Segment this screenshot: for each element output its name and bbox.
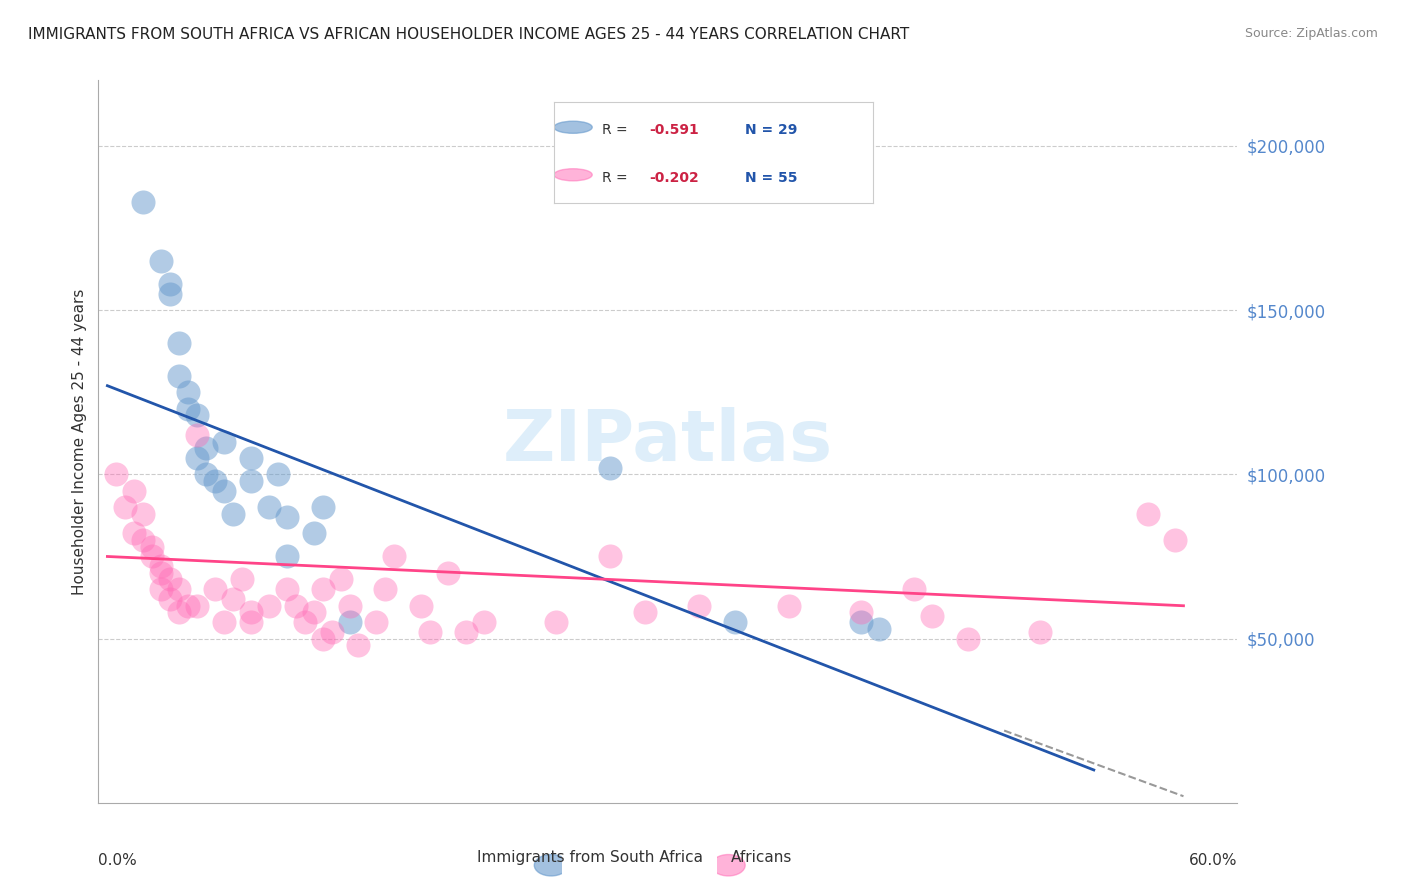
Point — [186, 599, 208, 613]
Point — [124, 483, 146, 498]
Point — [267, 467, 290, 482]
Point — [150, 566, 173, 580]
Point — [419, 625, 441, 640]
Point — [257, 500, 280, 515]
Point — [167, 605, 190, 619]
Point — [276, 549, 298, 564]
Point — [311, 632, 333, 646]
Point — [903, 582, 925, 597]
Point — [141, 540, 163, 554]
Point — [347, 638, 370, 652]
Point — [454, 625, 477, 640]
Point — [302, 605, 325, 619]
Point — [599, 460, 621, 475]
Point — [212, 483, 235, 498]
Point — [276, 582, 298, 597]
Text: Africans: Africans — [731, 850, 793, 865]
Point — [212, 434, 235, 449]
Point — [302, 526, 325, 541]
Point — [868, 622, 890, 636]
Point — [231, 573, 253, 587]
Point — [382, 549, 405, 564]
Point — [544, 615, 567, 630]
Point — [105, 467, 128, 482]
Point — [634, 605, 657, 619]
Point — [150, 582, 173, 597]
Point — [239, 605, 262, 619]
Point — [167, 582, 190, 597]
Point — [849, 615, 872, 630]
Point — [374, 582, 396, 597]
Point — [195, 441, 218, 455]
Point — [195, 467, 218, 482]
Point — [239, 450, 262, 465]
Point — [311, 500, 333, 515]
Point — [177, 599, 200, 613]
Point — [276, 510, 298, 524]
Point — [284, 599, 307, 613]
Point — [222, 507, 245, 521]
Point — [366, 615, 388, 630]
Point — [204, 474, 226, 488]
Point — [849, 605, 872, 619]
Point — [957, 632, 980, 646]
Y-axis label: Householder Income Ages 25 - 44 years: Householder Income Ages 25 - 44 years — [72, 288, 87, 595]
Text: ZIPatlas: ZIPatlas — [503, 407, 832, 476]
Point — [186, 428, 208, 442]
Point — [177, 401, 200, 416]
Point — [186, 450, 208, 465]
Point — [177, 385, 200, 400]
Point — [159, 277, 181, 291]
Point — [599, 549, 621, 564]
Point — [688, 599, 710, 613]
Point — [204, 582, 226, 597]
Point — [114, 500, 136, 515]
Point — [150, 253, 173, 268]
Point — [159, 592, 181, 607]
Point — [212, 615, 235, 630]
Point — [294, 615, 316, 630]
Point — [472, 615, 495, 630]
Point — [411, 599, 433, 613]
Point — [159, 286, 181, 301]
Point — [239, 474, 262, 488]
Point — [167, 336, 190, 351]
Text: IMMIGRANTS FROM SOUTH AFRICA VS AFRICAN HOUSEHOLDER INCOME AGES 25 - 44 YEARS CO: IMMIGRANTS FROM SOUTH AFRICA VS AFRICAN … — [28, 27, 910, 42]
Point — [724, 615, 747, 630]
Circle shape — [711, 855, 745, 876]
Text: Source: ZipAtlas.com: Source: ZipAtlas.com — [1244, 27, 1378, 40]
Point — [311, 582, 333, 597]
Point — [132, 194, 155, 209]
Point — [1136, 507, 1159, 521]
Text: 60.0%: 60.0% — [1189, 854, 1237, 869]
Point — [437, 566, 460, 580]
Point — [778, 599, 800, 613]
Point — [329, 573, 352, 587]
Circle shape — [534, 855, 568, 876]
Point — [339, 615, 361, 630]
Point — [257, 599, 280, 613]
Point — [186, 409, 208, 423]
Point — [132, 533, 155, 547]
Point — [124, 526, 146, 541]
Point — [132, 507, 155, 521]
Point — [141, 549, 163, 564]
Point — [222, 592, 245, 607]
Text: 0.0%: 0.0% — [98, 854, 138, 869]
Point — [921, 608, 943, 623]
Point — [159, 573, 181, 587]
Point — [339, 599, 361, 613]
Point — [150, 559, 173, 574]
Point — [1163, 533, 1185, 547]
Text: Immigrants from South Africa: Immigrants from South Africa — [477, 850, 703, 865]
Point — [1029, 625, 1052, 640]
Point — [321, 625, 343, 640]
Point — [167, 368, 190, 383]
Point — [239, 615, 262, 630]
